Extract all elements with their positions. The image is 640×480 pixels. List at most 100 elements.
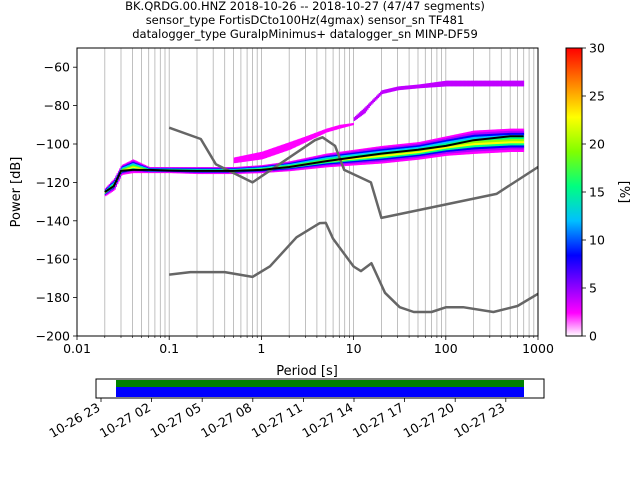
psd-cell [302,161,305,163]
psd-cell [442,143,444,147]
psd-cell [388,154,390,157]
psd-cell [442,142,444,145]
psd-cell [141,164,144,166]
psd-cell [117,180,120,182]
psd-cell [522,143,525,146]
psd-cell [191,172,194,174]
psd-cell [136,171,139,174]
psd-cell [444,136,447,139]
psd-cell [407,147,410,150]
psd-cell [167,168,170,170]
psd-cell [506,133,509,136]
psd-cell [393,146,396,149]
psd-cell [460,137,463,140]
psd-cell [254,167,257,169]
psd-cell [515,143,518,146]
psd-cell [440,140,443,143]
psd-cell [432,153,435,156]
psd-cell [263,150,266,159]
psd-cell [386,148,389,151]
psd-cell [385,145,388,148]
psd-cell [521,130,523,134]
psd-cell [478,147,481,150]
psd-cell [212,173,215,175]
psd-cell [411,156,414,159]
psd-cell [517,137,519,140]
psd-cell [382,158,385,161]
psd-cell [482,130,485,133]
psd-cell [120,172,123,174]
psd-cell [215,168,218,170]
psd-cell [287,170,290,172]
psd-cell [251,165,253,167]
psd-cell [501,141,504,145]
psd-cell [399,158,402,160]
psd-cell [445,80,448,87]
psd-cell [157,168,160,170]
psd-cell [467,135,469,139]
psd-cell [455,80,457,87]
psd-cell [376,148,378,151]
psd-cell [343,124,345,128]
psd-cell [297,160,299,162]
psd-cell [417,150,419,152]
psd-cell [369,102,372,107]
psd-cell [137,163,140,166]
psd-cell [347,153,349,156]
psd-cell [507,143,510,146]
psd-cell [353,117,356,121]
psd-cell [117,170,120,172]
psd-cell [399,159,402,162]
psd-cell [251,167,253,169]
psd-cell [282,163,285,165]
psd-cell [283,169,286,171]
psd-cell [380,155,382,158]
psd-cell [507,145,510,148]
psd-cell [311,165,314,167]
psd-cell [393,87,395,92]
psd-cell [377,94,380,99]
psd-cell [308,158,311,160]
psd-cell [418,143,421,146]
psd-cell [178,172,181,173]
psd-cell [365,156,368,159]
psd-cell [488,80,490,87]
psd-cell [403,85,406,90]
psd-cell [503,145,506,149]
psd-cell [182,168,185,170]
psd-cell [240,156,242,163]
psd-cell [212,172,215,174]
psd-cell [187,168,190,170]
psd-cell [467,143,469,147]
psd-cell [234,157,237,164]
psd-cell [378,161,381,164]
psd-cell [343,164,345,167]
psd-cell [398,145,401,148]
psd-cell [361,152,364,155]
psd-cell [505,145,507,149]
psd-cell [222,171,224,173]
psd-cell [395,145,398,148]
psd-cell [489,133,492,137]
psd-cell [503,133,506,136]
psd-cell [361,109,364,116]
psd-cell [430,139,432,142]
psd-cell [432,82,435,88]
psd-cell [505,133,507,136]
psd-cell [415,156,418,159]
psd-cell [343,152,345,155]
psd-cell [444,143,447,146]
psd-cell [253,172,256,174]
psd-cell [402,157,405,160]
psd-cell [493,80,496,87]
psd-cell [261,165,264,167]
psd-cell [316,158,319,161]
psd-cell [216,172,219,174]
psd-cell [131,170,133,173]
psd-cell [514,132,517,136]
psd-cell [473,136,476,140]
psd-cell [428,149,431,152]
psd-cell [318,156,320,158]
psd-cell [125,162,128,165]
psd-cell [231,167,233,169]
